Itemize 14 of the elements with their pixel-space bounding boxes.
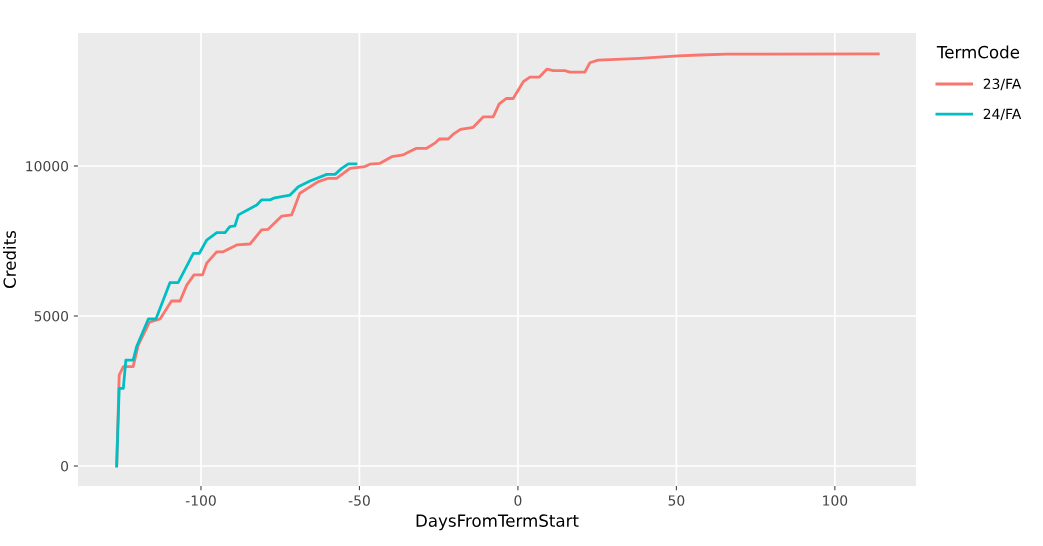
- legend-title: TermCode: [936, 45, 1020, 59]
- line-series: [115, 162, 358, 468]
- x-tick-label: -50: [348, 495, 370, 506]
- x-tick-label: -100: [185, 495, 216, 506]
- y-tick-label: 0: [61, 460, 69, 472]
- x-tick-label: 0: [514, 495, 522, 506]
- x-axis-title: DaysFromTermStart: [416, 514, 579, 531]
- y-tick-label: 10000: [26, 160, 69, 172]
- legend-label: 23/FA: [983, 78, 1022, 91]
- y-axis-title: Credits: [3, 230, 16, 288]
- x-tick-label: 50: [668, 495, 685, 506]
- legend-label: 24/FA: [983, 108, 1022, 121]
- x-tick-label: 100: [823, 495, 848, 506]
- y-tick-label: 5000: [34, 310, 69, 322]
